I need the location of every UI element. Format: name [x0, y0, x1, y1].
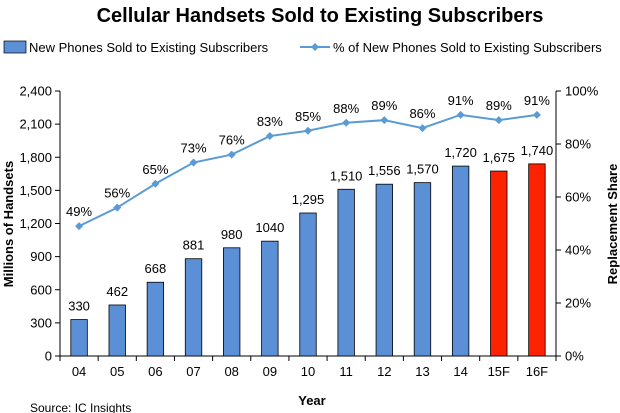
y-tick-label: 900: [30, 249, 52, 264]
y2-tick-label: 60%: [565, 190, 591, 205]
share-point: [75, 222, 84, 231]
y2-tick-label: 0%: [565, 349, 584, 364]
share-value-label: 76%: [219, 133, 245, 148]
line-series: 49% 56% 65% 73% 76% 83% 85% 88% 89% 86% 91% 89% 91%: [66, 93, 550, 231]
y-tick-label: 1,500: [19, 183, 52, 198]
share-point: [227, 150, 236, 159]
bar-value-label: 1,295: [292, 192, 325, 207]
bar-value-label: 1,556: [368, 163, 401, 178]
share-point: [113, 203, 122, 212]
share-value-label: 83%: [257, 114, 283, 129]
share-value-label: 73%: [181, 141, 207, 156]
share-value-label: 65%: [142, 162, 168, 177]
y2-tick-label: 40%: [565, 243, 591, 258]
bar-value-label: 1,740: [521, 143, 554, 158]
share-value-label: 85%: [295, 109, 321, 124]
bar: [70, 319, 88, 357]
share-value-label: 89%: [486, 98, 512, 113]
y2-tick-label: 80%: [565, 137, 591, 152]
legend-line-marker: [311, 43, 319, 51]
y-axis-title: Millions of Handsets: [1, 161, 16, 287]
share-value-label: 91%: [448, 93, 474, 108]
share-point: [456, 110, 465, 119]
share-point: [494, 116, 503, 125]
x-tick-label: 11: [339, 364, 353, 379]
y2-tick-label: 20%: [565, 296, 591, 311]
share-value-label: 91%: [524, 93, 550, 108]
bar-value-label: 881: [183, 238, 205, 253]
y-tick-label: 0: [45, 349, 52, 364]
share-point: [304, 126, 312, 135]
bar-value-label: 1,675: [482, 150, 515, 165]
x-axis-ticks: 04 05 06 07 08 09 10 11 12 13 14 15F 16F: [59, 356, 557, 379]
bar-value-label: 462: [106, 284, 128, 299]
x-tick-label: 09: [263, 364, 277, 379]
share-point: [418, 124, 427, 133]
x-tick-label: 13: [415, 364, 429, 379]
legend-bar-swatch: [3, 40, 27, 54]
share-point: [532, 110, 541, 119]
x-tick-label: 12: [377, 364, 391, 379]
y-tick-label: 1,200: [19, 216, 52, 231]
y2-tick-label: 100%: [565, 84, 599, 99]
bar-value-label: 1,510: [330, 168, 363, 183]
y-tick-label: 600: [30, 282, 52, 297]
share-point: [342, 118, 351, 127]
x-tick-label: 06: [148, 364, 162, 379]
x-tick-label: 16F: [526, 364, 548, 379]
forecast-bar: [490, 170, 508, 357]
x-axis-title: Year: [298, 393, 325, 408]
source-note: Source: IC Insights: [30, 401, 131, 413]
y-axis-ticks: 0 300 600 900 1,200 1,500 1,800 2,100 2,400: [19, 84, 60, 364]
bar: [413, 182, 432, 357]
bar: [261, 240, 279, 357]
legend: New Phones Sold to Existing Subscribers …: [3, 40, 602, 55]
bar-value-label: 330: [68, 299, 90, 314]
share-point: [380, 116, 389, 125]
x-tick-label: 07: [186, 364, 200, 379]
bar-value-label: 980: [221, 227, 243, 242]
share-point: [265, 132, 274, 141]
share-value-label: 86%: [409, 106, 435, 121]
bar-value-label: 1,720: [444, 145, 477, 160]
y2-axis-ticks: 0% 20% 40% 60% 80% 100%: [556, 84, 599, 364]
share-point: [151, 179, 160, 188]
bar-value-label: 1040: [255, 220, 284, 235]
x-tick-label: 14: [453, 364, 467, 379]
bar: [108, 304, 126, 357]
legend-bar-label: New Phones Sold to Existing Subscribers: [29, 40, 269, 55]
bar: [337, 188, 355, 357]
share-value-label: 89%: [371, 98, 397, 113]
chart-title: Cellular Handsets Sold to Existing Subsc…: [97, 5, 544, 27]
y-tick-label: 1,800: [19, 150, 52, 165]
bar: [146, 281, 165, 357]
bars: [70, 163, 546, 357]
share-value-label: 49%: [66, 204, 92, 219]
bar-value-label: 668: [145, 261, 167, 276]
y-tick-label: 300: [30, 315, 52, 330]
share-value-label: 88%: [333, 101, 359, 116]
x-tick-label: 10: [301, 364, 315, 379]
bar-value-label: 1,570: [406, 162, 439, 177]
bar: [223, 247, 241, 357]
bar: [184, 258, 203, 357]
legend-line-label: % of New Phones Sold to Existing Subscri…: [333, 40, 602, 55]
share-value-label: 56%: [104, 186, 130, 201]
bar: [451, 165, 470, 357]
bar-labels: 330 462 668 881 980 1040 1,295 1,510 1,556 1,570 1…: [68, 143, 553, 314]
y-tick-label: 2,100: [19, 117, 52, 132]
x-tick-label: 05: [110, 364, 124, 379]
y2-axis-title: Replacement Share: [605, 164, 620, 285]
share-point: [189, 158, 198, 167]
x-tick-label: 15F: [488, 364, 510, 379]
y-tick-label: 2,400: [19, 84, 52, 99]
forecast-bar: [528, 163, 546, 357]
bar: [299, 212, 317, 357]
x-tick-label: 08: [224, 364, 238, 379]
bar: [375, 183, 393, 357]
x-tick-label: 04: [72, 364, 86, 379]
